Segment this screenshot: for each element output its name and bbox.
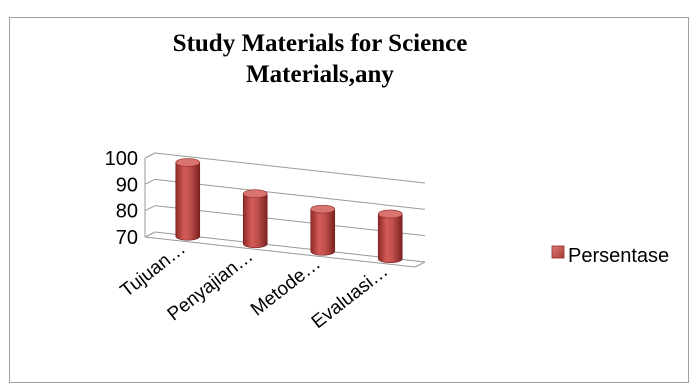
- bar-body: [242, 193, 268, 249]
- bar-top: [377, 209, 403, 219]
- x-tick-label: Metode…: [247, 253, 325, 320]
- y-tick-label: 80: [116, 201, 138, 223]
- chart-frame: [9, 17, 689, 383]
- bar-body: [377, 213, 403, 264]
- legend: Persentase: [551, 245, 669, 267]
- bar-1: [175, 158, 201, 241]
- y-tick-label: 90: [116, 174, 138, 196]
- y-tick-label: 100: [105, 148, 138, 170]
- gridline-side: [144, 231, 156, 238]
- legend-swatch: [551, 245, 565, 259]
- floor-edge: [414, 261, 426, 268]
- bar-4: [377, 209, 403, 264]
- x-axis: [144, 236, 416, 268]
- y-tick-label: 70: [116, 227, 138, 249]
- chart-title: Study Materials for Science Materials,an…: [172, 30, 468, 88]
- gridline-side: [144, 205, 156, 212]
- gridline-side: [144, 152, 156, 159]
- legend-label-persentase: Persentase: [568, 245, 669, 267]
- bar-top: [175, 158, 201, 167]
- bar-body: [175, 162, 201, 241]
- bar-body: [310, 208, 336, 256]
- bars-group: [175, 158, 403, 264]
- gridline-side: [144, 178, 156, 185]
- bar-top: [310, 204, 336, 214]
- bar-2: [242, 189, 268, 249]
- bar-top: [242, 189, 268, 199]
- gridline: [154, 152, 426, 184]
- bar-3: [310, 204, 336, 256]
